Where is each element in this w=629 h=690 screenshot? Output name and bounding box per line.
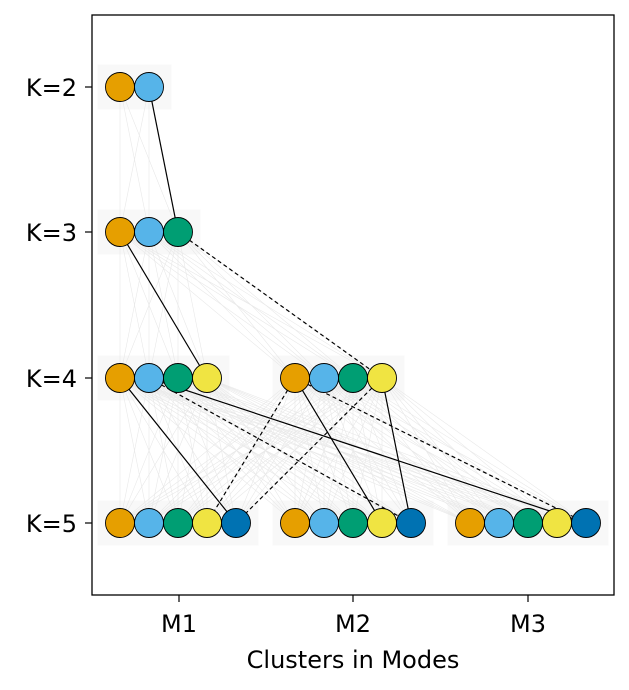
background-link [119, 377, 179, 524]
cluster-node [221, 508, 251, 538]
background-link [177, 231, 383, 379]
cluster-node [542, 508, 572, 538]
cluster-node [134, 363, 164, 393]
cluster-node [163, 508, 193, 538]
cluster-link [381, 377, 412, 524]
cluster-node [396, 508, 426, 538]
x-axis-title: Clusters in Modes [247, 646, 460, 674]
axes-layer: K=2 K=3 K=4 K=5 M1 M2 M3 [26, 74, 546, 638]
y-tick-label: K=5 [26, 510, 77, 538]
background-link [381, 377, 587, 524]
links-layer [119, 86, 587, 524]
cluster-node [134, 217, 164, 247]
background-link [381, 377, 558, 524]
cluster-link [235, 377, 383, 524]
background-link [381, 377, 471, 524]
cluster-node [513, 508, 543, 538]
background-link [119, 231, 150, 379]
background-link [119, 377, 150, 524]
cluster-node [367, 363, 397, 393]
cluster-node [309, 508, 339, 538]
cluster-link [119, 231, 208, 379]
cluster-node [571, 508, 601, 538]
cluster-link [294, 377, 383, 524]
y-tick-label: K=2 [26, 74, 77, 102]
background-layer [97, 64, 609, 546]
cluster-node [105, 363, 135, 393]
x-tick-label: M2 [335, 610, 371, 638]
cluster-node [163, 217, 193, 247]
cluster-node [455, 508, 485, 538]
background-link [119, 377, 296, 524]
cluster-link [119, 377, 237, 524]
nodes-layer [105, 72, 601, 538]
cluster-node [484, 508, 514, 538]
background-link [148, 377, 383, 524]
cluster-node [367, 508, 397, 538]
cluster-link [148, 377, 587, 524]
cluster-node [192, 363, 222, 393]
x-tick-label: M1 [161, 610, 197, 638]
cluster-node [338, 508, 368, 538]
cluster-link [148, 86, 179, 233]
cluster-link [294, 377, 587, 524]
cluster-node [280, 508, 310, 538]
cluster-node [105, 508, 135, 538]
background-link [119, 86, 150, 233]
cluster-node [309, 363, 339, 393]
cluster-node [105, 72, 135, 102]
cluster-node [280, 363, 310, 393]
cluster-node [105, 217, 135, 247]
background-link [119, 377, 325, 524]
y-tick-label: K=3 [26, 219, 77, 247]
cluster-node [338, 363, 368, 393]
background-link [119, 377, 354, 524]
background-link [177, 231, 325, 379]
background-link [177, 231, 296, 379]
cluster-node [163, 363, 193, 393]
cluster-link [148, 377, 412, 524]
background-link [323, 377, 383, 524]
cluster-node [134, 72, 164, 102]
background-link [119, 231, 179, 379]
cluster-node [134, 508, 164, 538]
background-link [177, 231, 354, 379]
cluster-node [192, 508, 222, 538]
background-link [206, 377, 383, 524]
cluster-link [206, 377, 296, 524]
y-tick-label: K=4 [26, 365, 77, 393]
x-tick-label: M3 [510, 610, 546, 638]
background-link [381, 377, 529, 524]
background-link [177, 231, 208, 379]
